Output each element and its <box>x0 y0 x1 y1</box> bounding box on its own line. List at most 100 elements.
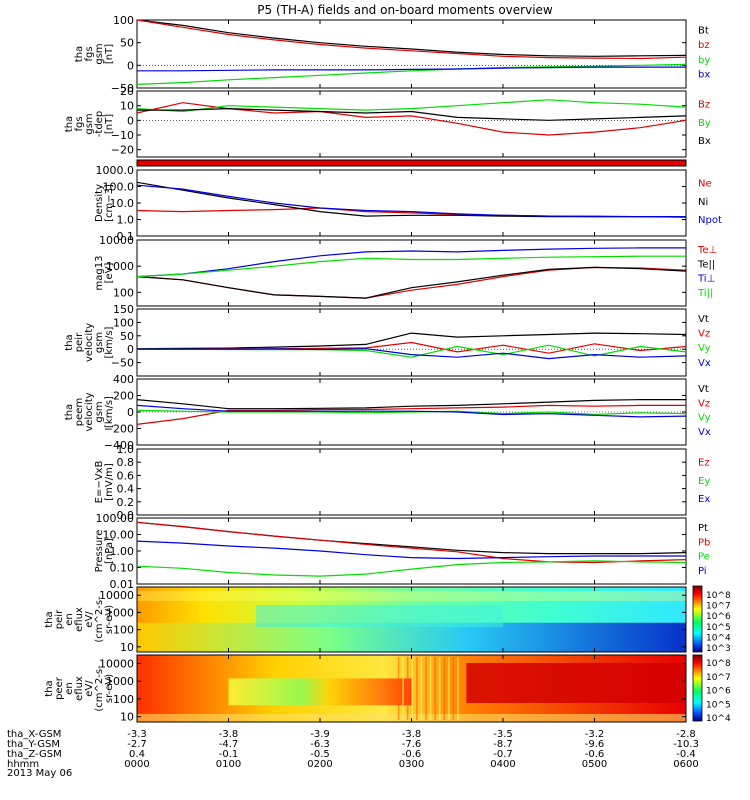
xaxis-value: 0600 <box>673 759 698 770</box>
xaxis-value: -6.3 <box>310 739 330 750</box>
panel-peer_spectrogram: 10000 1000 100 10 tha peer en eflux eV/(cm^2-s-s… <box>44 654 731 724</box>
x-axis-table: tha_X-GSMtha_Y-GSMtha_Z-GSMhhmm-3.3-2.70… <box>7 729 699 770</box>
legend-Vx: Vx <box>698 358 711 369</box>
ylabel-line: tha <box>74 46 85 62</box>
xaxis-value: -2.8 <box>676 729 696 740</box>
ytick-label: −50 <box>111 82 134 95</box>
ytick-label: 0.6 <box>117 469 135 482</box>
ylabel-line: E=−VxB <box>94 461 105 504</box>
series-by <box>136 63 687 85</box>
legend-Pe: Pe <box>698 552 710 563</box>
ylabel-line: fgs <box>74 116 85 131</box>
ytick-label: 100.00 <box>96 512 135 525</box>
ylabel-line: gsm <box>94 43 105 64</box>
ytick-label: 150 <box>113 303 134 316</box>
peir-colorbar <box>692 585 703 653</box>
xaxis-value: -0.1 <box>219 749 239 760</box>
ylabel-line: Density <box>94 184 105 222</box>
ylabel-line: en <box>64 613 75 626</box>
ytick-label: 10000 <box>99 657 134 670</box>
ylabel-line: (cm^2-s- <box>94 665 105 712</box>
figure-title: P5 (TH-A) fields and on-board moments ov… <box>257 3 553 17</box>
series-Vx <box>137 348 687 360</box>
colorbar-tick: 10^3 <box>706 644 731 654</box>
ylabel-line: peer <box>54 676 65 700</box>
legend-bx: bx <box>698 70 710 81</box>
ytick-label: −400 <box>104 439 134 452</box>
ylabel-line: [eV] <box>104 263 115 284</box>
fgs_gsm_total-frame <box>136 19 687 89</box>
ytick-label: 0 <box>127 59 134 72</box>
xaxis-value: -3.3 <box>127 729 147 740</box>
ytick-label: 50 <box>120 37 134 50</box>
legend-Vy: Vy <box>698 343 711 354</box>
series-Ti⊥ <box>136 247 686 278</box>
colorbar-tick: 10^6 <box>706 687 731 697</box>
ylabel-line: [nT] <box>104 114 115 134</box>
panel-density: 1000.0 100.0 10.0 1.0 0.1 Density [cm−3] Ne Ni Np… <box>94 164 722 243</box>
ytick-label: 0 <box>127 343 134 356</box>
ytick-label: −10 <box>111 129 134 142</box>
ylabel-line: [nPa] <box>104 538 115 564</box>
xaxis-value: -0.6 <box>585 749 605 760</box>
ytick-label: 0.0 <box>117 509 135 522</box>
ytick-label: −50 <box>111 357 134 370</box>
xaxis-row-label: tha_X-GSM <box>7 729 61 740</box>
legend-Ne: Ne <box>698 179 712 190</box>
legend-Ez: Ez <box>698 458 710 469</box>
panel-efield: 1.00.80.60.40.20.0 E=−VxB [mV/m] Ez Ey Ex <box>94 443 710 522</box>
ytick-label: 10000 <box>99 234 134 247</box>
series-bx <box>137 66 686 72</box>
legend-Ti||: Ti|| <box>697 288 713 299</box>
xaxis-value: -3.9 <box>310 729 330 740</box>
xaxis-value: -8.7 <box>493 739 513 750</box>
ylabel-line: mag13 <box>94 256 105 291</box>
ylabel-line: gsm <box>94 401 105 422</box>
ylabel-line: eflux <box>74 607 85 632</box>
series-Vy <box>136 409 687 416</box>
temperature-frame <box>136 239 687 307</box>
colorbar-tick: 10^5 <box>706 700 731 710</box>
colorbar-tick: 10^8 <box>706 591 731 601</box>
xaxis-row-label: hhmm <box>7 759 39 770</box>
ylabel-line: [nT] <box>104 44 115 64</box>
series-Pe <box>136 560 687 577</box>
ylabel-line: peir <box>74 332 85 352</box>
legend-bz: bz <box>698 40 710 51</box>
series-Vt <box>136 332 687 350</box>
ylabel-line: peir <box>54 609 65 629</box>
xaxis-value: -4.7 <box>219 739 239 750</box>
legend-Vz: Vz <box>698 329 710 340</box>
ytick-label: 200 <box>113 390 134 403</box>
legend-Npot: Npot <box>698 215 722 226</box>
ytick-label: 50 <box>120 330 134 343</box>
ylabel-line: en <box>64 682 75 695</box>
xaxis-row-label: tha_Z-GSM <box>7 749 62 760</box>
series-By <box>136 99 687 113</box>
ylabel-line: tha <box>64 334 75 350</box>
xaxis-value: -10.3 <box>673 739 699 750</box>
legend-Ex: Ex <box>698 494 710 505</box>
ytick-label: 100 <box>113 693 134 706</box>
legend-Te⊥: Te⊥ <box>697 245 717 256</box>
series-Npot <box>136 184 686 218</box>
xaxis-value: 0.4 <box>129 749 145 760</box>
series-Vx <box>136 404 687 418</box>
ytick-label: 1.0 <box>117 443 135 456</box>
colorbar-tick: 10^6 <box>706 612 731 622</box>
series-bz <box>136 19 687 60</box>
xaxis-value: -3.8 <box>219 729 239 740</box>
colorbar-tick: 10^5 <box>706 623 731 633</box>
ytick-label: 0.10 <box>110 562 135 575</box>
ylabel-line: eV/ <box>84 611 95 628</box>
panel-peem_velocity: 400 200 0 −200 −400 tha peem velocity gsm [km/s] V… <box>64 373 711 452</box>
ytick-label: 10.00 <box>103 529 135 542</box>
ylabel-line: gsm <box>84 113 95 134</box>
ylabel-line: [km/s] <box>104 396 115 428</box>
ytick-label: 10 <box>120 641 134 654</box>
ytick-label: 0.4 <box>117 483 135 496</box>
ytick-label: 1.00 <box>110 545 135 558</box>
legend-Bt: Bt <box>698 25 709 36</box>
panel-fgs_gsm_total: 100 50 0 −50 tha fgs gsm [nT] Bt bz by bx <box>74 14 710 95</box>
series-Vt <box>136 399 686 410</box>
